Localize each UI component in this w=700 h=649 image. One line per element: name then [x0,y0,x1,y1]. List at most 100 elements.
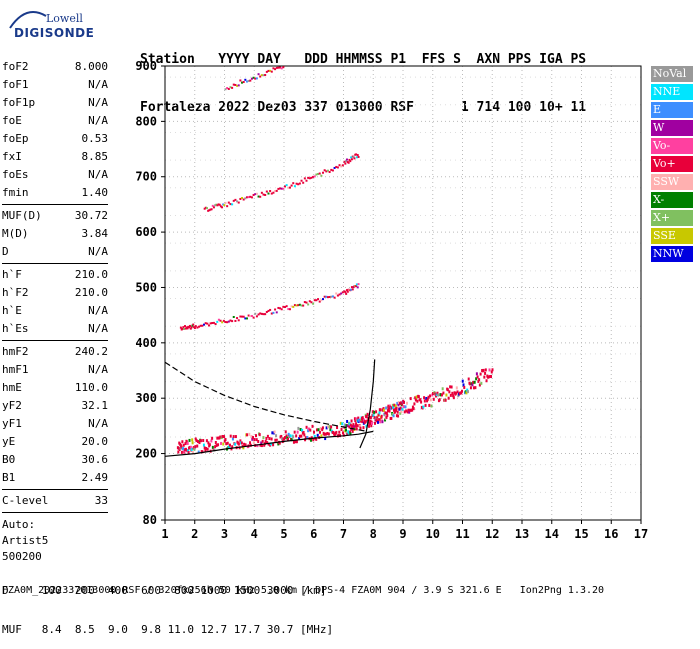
echo-mark [323,295,326,298]
echo-mark [487,375,490,379]
echo-mark [272,67,275,70]
echo-mark [199,324,202,327]
y-tick-label: 300 [135,391,157,405]
echo-mark [204,449,207,453]
echo-mark [267,192,270,195]
echo-mark [320,299,323,302]
echo-mark [335,430,338,434]
param-row: hmF1 N/A [2,361,108,379]
param-name: h`F2 [2,286,29,299]
param-name: D [2,245,9,258]
echo-mark [287,432,290,436]
echo-mark [251,437,254,441]
echo-mark [336,166,339,169]
echo-mark [348,425,351,429]
echo-mark [229,86,232,89]
echo-mark [303,301,306,304]
echo-mark [448,390,451,394]
y-tick-label: 80 [143,513,157,527]
echo-mark [429,394,432,398]
echo-mark [318,172,321,175]
logo-line2: DIGISONDE [14,26,95,40]
echo-mark [192,323,195,326]
param-row: MUF(D) 30.72 [2,207,108,225]
echo-mark [260,312,263,315]
x-tick-label: 16 [604,527,618,541]
echo-mark [289,434,292,438]
echo-mark [247,196,250,199]
echo-mark [344,291,347,294]
echo-mark [385,406,388,410]
echo-mark [216,204,219,207]
echo-mark [460,391,463,395]
echo-mark [405,401,408,405]
param-value: 1.40 [81,186,109,199]
echo-mark [295,440,298,444]
y-tick-label: 800 [135,114,157,128]
echo-mark [270,437,273,441]
param-row: C-level 33 [2,492,108,510]
echo-mark [278,441,281,445]
echo-mark [476,375,479,379]
echo-mark [385,411,388,415]
param-separator [2,263,108,264]
param-name: h`Es [2,322,29,335]
param-value: 33 [94,494,108,507]
echo-mark [237,319,240,322]
echo-mark [353,157,356,160]
echo-mark [219,435,222,439]
echo-mark [362,417,365,421]
echo-mark [308,177,311,180]
echo-mark [480,381,483,385]
echo-mark [189,327,192,330]
echo-mark [469,382,472,386]
echo-mark [401,407,404,411]
echo-mark [315,173,318,176]
echo-mark [245,317,248,320]
echo-mark [265,190,268,193]
param-name: yE [2,435,16,448]
profile-dashed-line [164,361,368,432]
x-tick-label: 7 [340,527,347,541]
echo-mark [273,430,276,434]
echo-mark [206,322,209,325]
echo-mark [262,193,265,196]
param-name: MUF(D) [2,209,42,222]
echo-mark [312,302,315,305]
echo-mark [267,69,270,72]
echo-mark [187,449,190,453]
echo-mark [336,426,339,430]
echo-mark [265,70,268,73]
echo-mark [302,430,305,434]
echo-mark [298,182,301,185]
echo-mark [325,295,328,298]
echo-mark [275,189,278,192]
x-tick-label: 13 [515,527,529,541]
echo-mark [294,440,297,444]
param-row: foF1p N/A [2,94,108,112]
echo-mark [471,383,474,387]
echo-mark [321,426,324,430]
echo-mark [265,436,268,440]
echo-mark [272,311,275,314]
echo-mark [352,155,355,158]
echo-mark [222,203,225,206]
echo-mark [198,441,201,445]
echo-mark [269,442,272,446]
echo-mark [247,314,250,317]
echo-mark [310,301,313,304]
y-tick-label: 500 [135,280,157,294]
echo-mark [322,298,325,301]
echo-mark [183,327,186,330]
echo-mark [214,323,217,326]
echo-mark [297,426,300,430]
muf-row: MUF 8.4 8.5 9.0 9.8 11.0 12.7 17.7 30.7 … [2,623,334,636]
echo-mark [203,446,206,450]
param-value: 20.0 [81,435,109,448]
echo-mark [355,422,358,426]
echo-mark [185,440,188,444]
echo-mark [261,439,264,443]
echo-mark [232,435,235,439]
param-row: yF1 N/A [2,415,108,433]
legend-vo-: Vo+ [651,156,693,172]
